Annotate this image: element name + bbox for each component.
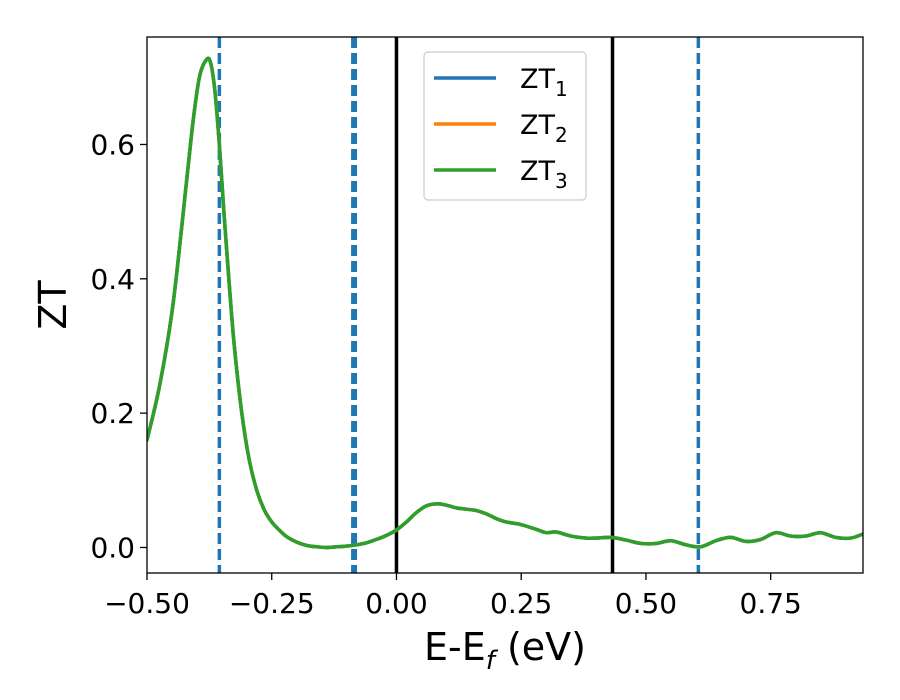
legend: ZT1 ZT2 ZT3	[423, 51, 587, 201]
legend-label-zt1: ZT1	[520, 64, 568, 101]
x-axis: −0.50 −0.25 0.00 0.25 0.50 0.75	[104, 573, 802, 620]
plot-frame	[146, 36, 864, 574]
y-axis-title: ZT	[31, 280, 75, 330]
x-tick-label: −0.25	[229, 587, 315, 620]
x-axis-title-unit: (eV)	[495, 625, 586, 669]
y-axis: 0.0 0.2 0.4 0.6	[90, 128, 147, 564]
legend-label-zt3: ZT3	[520, 156, 568, 193]
plot-area	[147, 37, 863, 573]
x-tick-label: 0.00	[365, 587, 427, 620]
y-tick-label: 0.4	[90, 263, 135, 296]
legend-box	[423, 51, 587, 201]
y-tick-label: 0.0	[90, 531, 135, 564]
x-axis-title: E-Ef (eV)	[424, 625, 586, 676]
x-tick-label: 0.75	[740, 587, 802, 620]
y-tick-label: 0.6	[90, 128, 135, 161]
series-line-zt3	[147, 56, 863, 550]
x-tick-label: 0.25	[490, 587, 552, 620]
y-tick-label: 0.2	[90, 397, 135, 430]
x-tick-label: −0.50	[104, 587, 190, 620]
x-axis-title-main: E-E	[424, 625, 486, 669]
legend-label-zt2: ZT2	[520, 110, 568, 147]
x-tick-label: 0.50	[615, 587, 677, 620]
